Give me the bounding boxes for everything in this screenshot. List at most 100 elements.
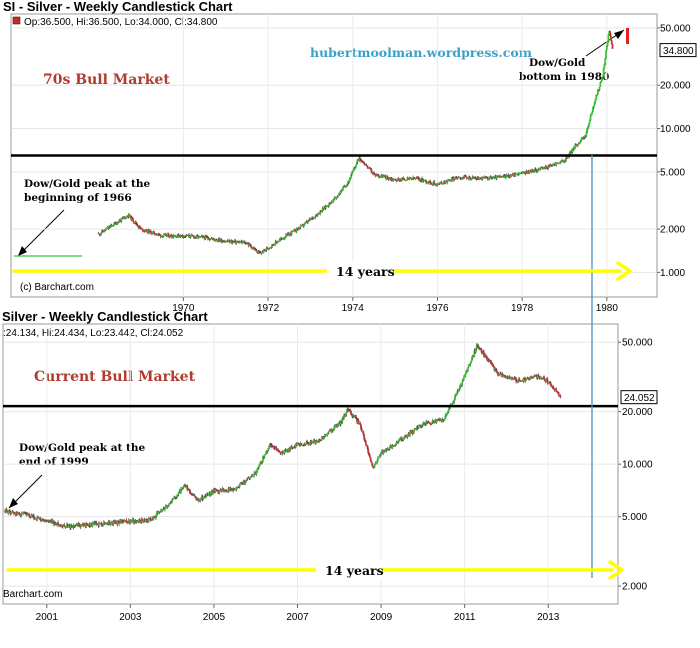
candle-body <box>389 447 391 449</box>
candle-body <box>123 520 126 522</box>
candle-body <box>600 80 603 83</box>
candle-body <box>308 444 311 446</box>
candle-body <box>287 448 290 452</box>
candle-body <box>453 400 456 402</box>
candle-body <box>131 217 134 222</box>
candle-body <box>224 241 227 243</box>
candle-body <box>376 457 379 462</box>
candle-body <box>339 190 342 194</box>
candle-body <box>132 221 135 223</box>
candle-body <box>441 419 444 422</box>
candle-body <box>405 435 407 438</box>
candle-body <box>221 488 224 490</box>
candle-body <box>460 177 463 179</box>
candle-body <box>344 186 347 188</box>
candle-body <box>557 392 560 395</box>
candle-body <box>534 168 537 170</box>
candle-body <box>67 525 70 528</box>
x-tick-label: 1976 <box>426 303 449 314</box>
candle-body <box>131 519 133 523</box>
candle-body <box>368 167 371 169</box>
candle-body <box>18 513 21 516</box>
candle-body <box>309 441 312 445</box>
candle-body <box>189 492 192 494</box>
candle-body <box>7 512 10 514</box>
y-tick-label: 1.000 <box>660 268 685 279</box>
candle-body <box>282 451 284 453</box>
candle-body <box>98 523 100 526</box>
candle-body <box>463 175 466 178</box>
candle-body <box>455 176 458 178</box>
candle-body <box>525 171 528 174</box>
candle-body <box>354 167 357 169</box>
candle-body <box>393 444 396 447</box>
candle-body <box>103 229 106 232</box>
top-ohlc-readout: Op:36.500, Hi:36.500, Lo:34.000, Cl:34.8… <box>24 17 218 28</box>
candle-body <box>65 526 67 528</box>
candle-body <box>402 438 405 440</box>
candle-body <box>352 415 355 417</box>
candle-body <box>595 94 598 100</box>
candle-body <box>297 442 300 444</box>
candle-body <box>8 510 11 513</box>
candle-body <box>290 231 293 235</box>
candle-body <box>598 87 601 91</box>
candle-body <box>218 491 221 493</box>
candle-body <box>602 68 605 77</box>
candle-body <box>480 349 483 353</box>
candle-body <box>193 495 196 497</box>
candle-body <box>188 489 191 493</box>
candle-body <box>425 422 427 425</box>
candle-body <box>368 454 371 458</box>
candle-body <box>156 234 159 236</box>
candle-body <box>220 239 223 242</box>
candle-body <box>236 487 239 489</box>
candle-body <box>338 193 341 195</box>
candle-body <box>213 238 216 241</box>
candle-body <box>410 177 413 179</box>
candle-body <box>205 494 208 497</box>
top-annotation-left-line1: Dow/Gold peak at the <box>24 178 150 190</box>
candle-body <box>128 214 131 217</box>
candle-body <box>359 157 361 160</box>
top-last-price-tag-box <box>659 43 697 58</box>
candle-body <box>547 165 550 169</box>
y-tick-label: 2.000 <box>622 582 647 593</box>
candle-body <box>154 517 157 519</box>
candle-body <box>445 415 448 417</box>
candle-body <box>357 420 360 424</box>
candle-body <box>12 511 14 513</box>
candle-body <box>481 177 484 180</box>
candle-body <box>479 348 482 350</box>
candle-body <box>499 373 502 375</box>
candle-body <box>244 482 247 483</box>
candle-body <box>495 176 498 179</box>
candle-body <box>397 440 400 443</box>
candle-body <box>261 461 264 464</box>
candle-body <box>369 168 372 170</box>
candle-body <box>588 120 591 124</box>
candle-body <box>532 376 535 378</box>
candle-body <box>12 512 15 514</box>
candle-body <box>430 422 433 425</box>
candle-body <box>164 506 167 509</box>
candle-body <box>546 167 549 169</box>
candle-body <box>149 230 151 232</box>
candle-body <box>579 142 581 144</box>
candle-body <box>576 145 579 147</box>
candle-body <box>593 102 596 106</box>
candle-body <box>532 377 534 379</box>
candle-body <box>495 368 497 371</box>
candle-body <box>277 241 280 243</box>
candle-body <box>212 238 215 239</box>
candle-body <box>337 195 340 197</box>
candle-body <box>207 238 210 240</box>
candle-body <box>299 225 302 228</box>
candle-body <box>183 236 186 238</box>
top-14-years-arrow-head <box>616 261 632 281</box>
candle-body <box>116 222 119 224</box>
candle-body <box>321 208 324 211</box>
candle-body <box>147 518 150 522</box>
candle-body <box>209 239 212 241</box>
candle-body <box>519 172 522 174</box>
